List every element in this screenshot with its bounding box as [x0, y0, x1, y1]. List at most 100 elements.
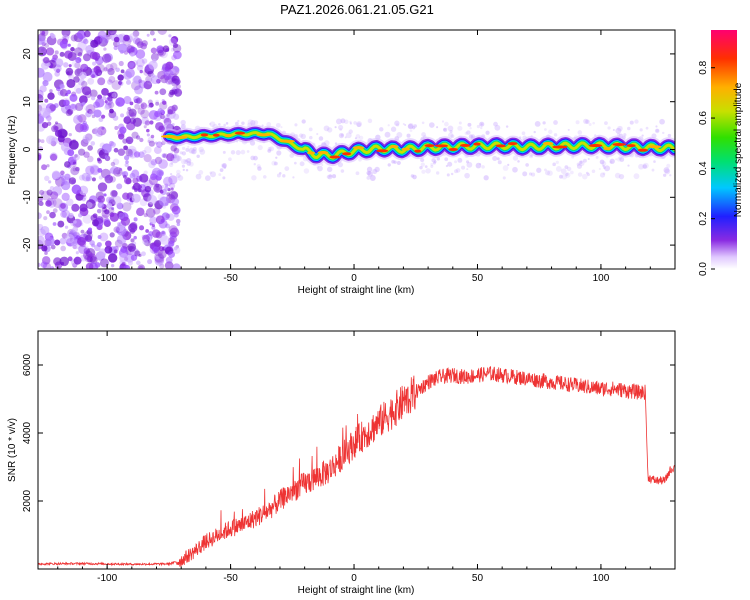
spectrogram-ylabel: Frequency (Hz)	[7, 116, 18, 185]
noise-point	[153, 207, 161, 215]
noise-point	[68, 64, 72, 68]
haze-point	[655, 125, 658, 128]
noise-point	[112, 158, 120, 166]
haze-point	[433, 160, 437, 164]
ridge-peak	[329, 155, 341, 159]
noise-point	[122, 192, 130, 200]
noise-point	[61, 209, 71, 219]
noise-point	[80, 63, 89, 72]
ridge-peak	[376, 149, 389, 153]
noise-point	[77, 236, 86, 246]
noise-point	[107, 30, 117, 36]
haze-point	[235, 150, 241, 156]
haze-point	[617, 125, 623, 132]
noise-point	[164, 75, 175, 85]
haze-point	[432, 161, 436, 165]
noise-point	[131, 186, 136, 190]
haze-point	[280, 126, 283, 129]
haze-point	[335, 118, 342, 125]
haze-point	[413, 124, 417, 128]
noise-point	[164, 261, 174, 269]
noise-point	[50, 153, 58, 161]
noise-point	[138, 266, 144, 269]
haze-point	[181, 164, 185, 168]
noise-point	[68, 132, 72, 137]
haze-point	[246, 150, 250, 153]
noise-point	[123, 264, 131, 269]
noise-point	[145, 75, 153, 83]
noise-point	[117, 222, 121, 226]
noise-point	[38, 35, 45, 45]
haze-point	[372, 168, 378, 174]
haze-point	[494, 124, 501, 131]
haze-point	[184, 159, 188, 163]
noise-point	[90, 39, 99, 48]
noise-point	[139, 225, 145, 231]
noise-point	[129, 200, 134, 205]
haze-point	[276, 173, 281, 178]
haze-point	[387, 163, 391, 167]
noise-point	[136, 260, 141, 266]
noise-point	[57, 128, 68, 139]
noise-point	[91, 74, 96, 79]
noise-point	[73, 153, 80, 161]
noise-point	[120, 113, 125, 118]
haze-point	[419, 165, 423, 170]
noise-point	[73, 220, 77, 224]
haze-point	[450, 172, 454, 176]
haze-point	[444, 157, 449, 162]
noise-point	[90, 214, 98, 222]
haze-point	[309, 135, 313, 140]
haze-point	[530, 154, 533, 157]
ridge-peak	[389, 145, 399, 149]
noise-point	[63, 62, 69, 68]
haze-point	[230, 150, 236, 155]
haze-point	[395, 123, 400, 127]
noise-point	[159, 114, 165, 120]
noise-point	[157, 70, 166, 80]
noise-point	[42, 71, 53, 82]
noise-point	[54, 121, 58, 125]
haze-point	[553, 133, 558, 137]
noise-point	[41, 243, 47, 249]
noise-point	[149, 120, 154, 125]
haze-point	[595, 155, 599, 159]
haze-point	[634, 119, 639, 124]
noise-point	[116, 224, 125, 232]
noise-point	[135, 38, 143, 46]
haze-point	[409, 129, 413, 133]
noise-point	[148, 160, 156, 169]
noise-point	[55, 86, 61, 92]
haze-point	[334, 126, 337, 129]
noise-point	[85, 165, 95, 176]
spectrogram-xtick-label: 50	[472, 273, 484, 284]
noise-point	[116, 183, 123, 190]
noise-point	[59, 256, 70, 267]
haze-point	[475, 162, 482, 169]
haze-point	[284, 166, 290, 171]
noise-point	[69, 103, 76, 110]
noise-point	[132, 37, 141, 45]
haze-point	[257, 166, 262, 171]
noise-point	[102, 96, 107, 101]
noise-point	[126, 44, 136, 54]
noise-point	[64, 161, 71, 168]
haze-point	[379, 127, 384, 132]
noise-point	[40, 225, 50, 235]
haze-point	[517, 160, 520, 163]
haze-point	[267, 149, 272, 153]
noise-point	[104, 102, 112, 110]
noise-point	[95, 127, 99, 131]
noise-point	[147, 99, 153, 105]
noise-point	[159, 88, 167, 96]
haze-point	[443, 128, 446, 131]
noise-point	[59, 51, 65, 57]
noise-point	[54, 126, 59, 131]
noise-point	[125, 136, 134, 145]
noise-point	[150, 47, 157, 54]
haze-point	[185, 147, 190, 152]
noise-point	[123, 70, 132, 80]
noise-point	[104, 155, 109, 159]
snr-ytick-label: 4000	[22, 421, 33, 444]
noise-point	[104, 104, 110, 110]
